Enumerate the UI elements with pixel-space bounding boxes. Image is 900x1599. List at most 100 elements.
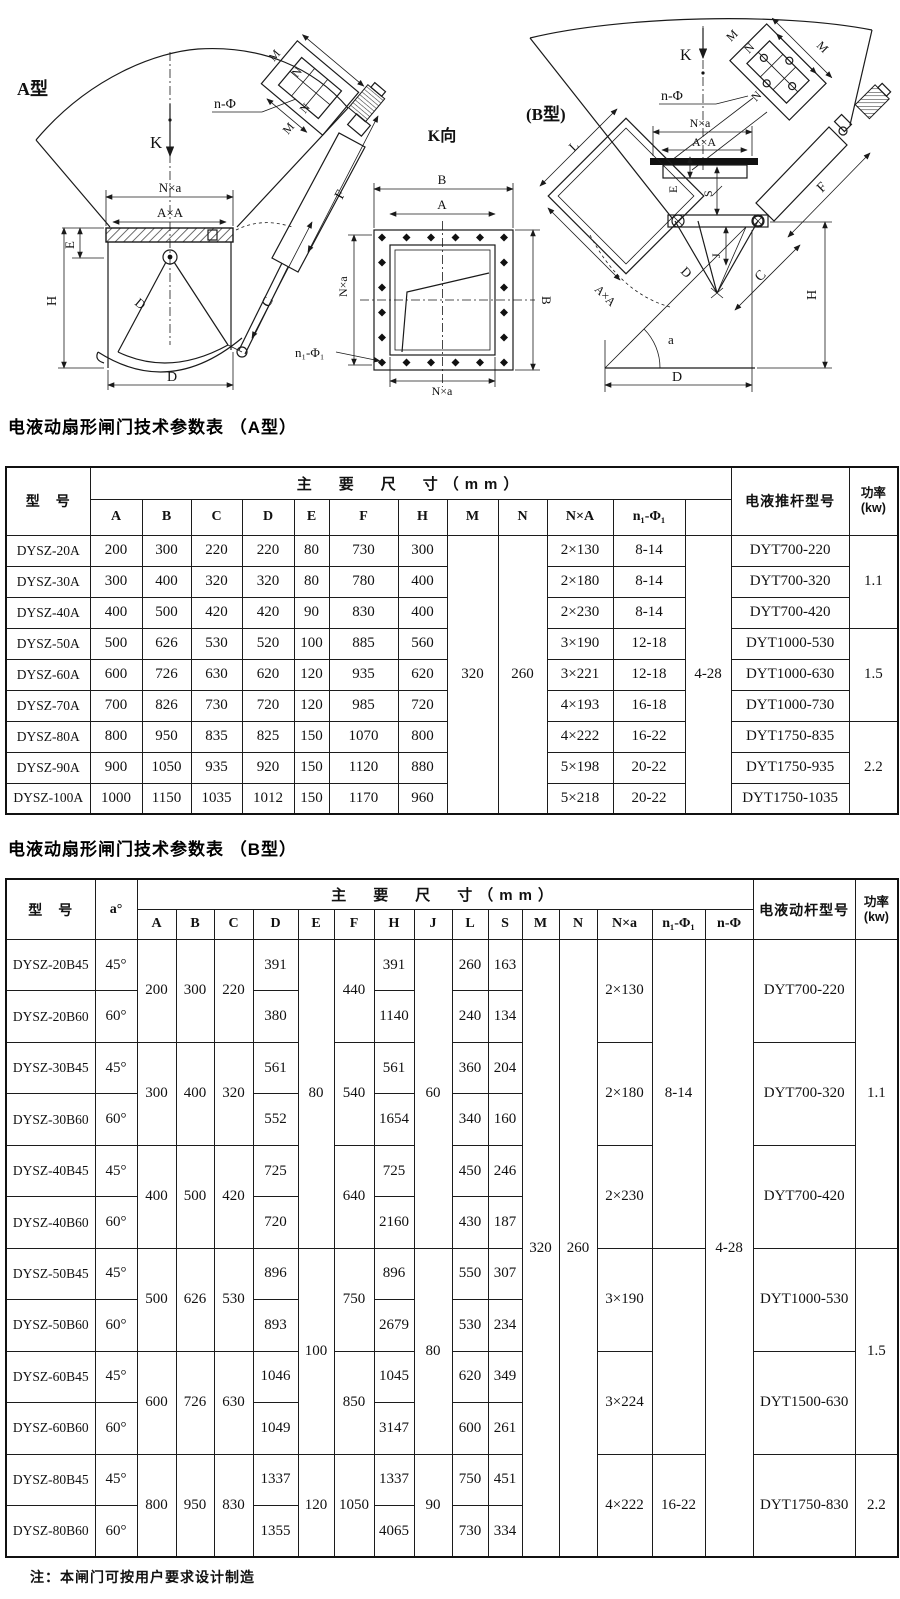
dim-cell: 451 xyxy=(487,1453,523,1507)
dim-cell: 220 xyxy=(213,939,254,1043)
dim-cell: 3×224 xyxy=(596,1350,653,1455)
col-d-header: D xyxy=(241,498,295,536)
actuator-cell: DYT1000-530 xyxy=(752,1247,856,1352)
dim-cell: 700 xyxy=(89,689,143,722)
dim-cell: 320 xyxy=(241,565,295,598)
dim-cell: 626 xyxy=(175,1247,215,1352)
power-header-line2: (kw) xyxy=(863,909,889,924)
dim-j-merged-cell: 90 xyxy=(413,1453,453,1558)
angle-cell: 60° xyxy=(94,1299,138,1352)
flange-dim-n-label: N xyxy=(748,88,764,104)
angle-and-base: a xyxy=(604,226,755,369)
dim-cell: 3×190 xyxy=(596,1247,653,1352)
dim-cell: 825 xyxy=(241,720,295,753)
dim-cell: 1654 xyxy=(373,1093,415,1146)
col-a-header: A xyxy=(136,908,177,941)
dim-cell: 1050 xyxy=(141,751,192,784)
table-row: DYSZ-80B60 60° 1355 4065 730 334 xyxy=(5,1505,898,1558)
table-row: DYSZ-40B45 45° 400 500 420 725 640 725 4… xyxy=(5,1144,898,1249)
dim-cell: 1050 xyxy=(333,1453,375,1558)
dim-b-right: B xyxy=(515,229,554,371)
dim-cell: 187 xyxy=(487,1196,523,1249)
dim-cell: 200 xyxy=(136,939,177,1043)
parameter-table-a: 型 号 主 要 尺 寸（mm） 电液推杆型号 功率 (kw) A B C D E… xyxy=(5,466,900,815)
n-phi-callout: n-Φ xyxy=(212,97,297,113)
dim-cell: 500 xyxy=(136,1247,177,1352)
dim-cell: 500 xyxy=(175,1144,215,1249)
dim-f: F xyxy=(787,152,871,238)
actuator-cell: DYT700-220 xyxy=(752,939,856,1043)
dim-cell: 880 xyxy=(397,751,448,784)
col-s-header: S xyxy=(487,908,523,941)
drive-motor xyxy=(347,81,387,123)
col-power-header: 功率 (kw) xyxy=(848,466,899,536)
angle-cell: 45° xyxy=(94,1144,138,1198)
dim-cell: 720 xyxy=(397,689,448,722)
col-a-header: A xyxy=(89,498,143,536)
dim-cell: 20-22 xyxy=(612,751,686,784)
dim-n1phi-merged-cell: 8-14 xyxy=(651,939,706,1249)
n-phi-label: n-Φ xyxy=(661,89,683,104)
dim-d: D xyxy=(604,230,753,392)
actuator-cell: DYT1750-830 xyxy=(752,1453,856,1558)
dim-cell: 726 xyxy=(175,1350,215,1455)
col-m-header: M xyxy=(446,498,499,536)
dim-cell: 730 xyxy=(451,1505,489,1558)
dim-axa-label: A×A xyxy=(157,205,184,220)
dim-cell: 20-22 xyxy=(612,782,686,815)
dim-cell: 985 xyxy=(328,689,399,722)
model-cell: DYSZ-80B45 xyxy=(5,1453,96,1507)
dim-axa-tilt: A×A xyxy=(547,207,621,309)
model-cell: DYSZ-70A xyxy=(5,689,91,722)
actuator-cell: DYT1500-630 xyxy=(752,1350,856,1455)
table-row: DYSZ-50B60 60° 893 2679 530 234 xyxy=(5,1299,898,1352)
leaf-radius-label: D xyxy=(132,295,149,313)
dim-c-label: C xyxy=(752,268,769,285)
dim-cell: 16-22 xyxy=(612,720,686,753)
model-cell: DYSZ-50B45 xyxy=(5,1247,96,1301)
drawing-k-view: K向 B A N×a xyxy=(295,126,554,398)
dim-cell: 630 xyxy=(213,1350,254,1455)
dim-d-label: D xyxy=(672,370,682,385)
dim-a-label: A xyxy=(437,197,447,212)
dim-e-label: E xyxy=(666,186,680,193)
col-f-header: F xyxy=(333,908,375,941)
col-n-header: N xyxy=(558,908,598,941)
dim-cell: 620 xyxy=(397,658,448,691)
dim-axa: A×A xyxy=(661,135,748,153)
table-row: DYSZ-80A 800 950 835 825 150 1070 800 4×… xyxy=(5,720,899,815)
dim-cell: 800 xyxy=(136,1453,177,1558)
power-header-line2: (kw) xyxy=(860,501,886,516)
dim-cell: 530 xyxy=(213,1247,254,1352)
dim-cell: 561 xyxy=(252,1041,299,1095)
table-row: DYSZ-20B60 60° 380 1140 240 134 xyxy=(5,990,898,1043)
n1-phi1-label: n₁-Φ₁ xyxy=(295,345,324,360)
footer-note: 注：本闸门可按用户要求设计制造 xyxy=(30,1569,255,1585)
dim-cell: 520 xyxy=(241,627,295,660)
dim-cell: 885 xyxy=(328,627,399,660)
table-row: DYSZ-20A 200 300 220 220 80 730 300 320 … xyxy=(5,534,899,815)
dim-cell: 8-14 xyxy=(612,534,686,567)
dim-b-top: B xyxy=(373,172,514,228)
model-cell: DYSZ-30A xyxy=(5,565,91,598)
table-row: DYSZ-90A 900 1050 935 920 150 1120 880 5… xyxy=(5,751,898,784)
col-c-header: C xyxy=(190,498,243,536)
dim-s: S xyxy=(701,166,723,216)
dim-h: H xyxy=(757,221,832,369)
col-e-header: E xyxy=(293,498,330,536)
actuator-cell: DYT700-320 xyxy=(730,565,850,598)
dim-j: J xyxy=(709,226,729,266)
col-actuator-header: 电液动杆型号 xyxy=(752,878,856,941)
drawing-a-title: A型 xyxy=(17,78,48,99)
actuator-cell: DYT700-220 xyxy=(730,534,850,567)
dim-cell: 896 xyxy=(252,1247,299,1301)
table-row: DYSZ-40A 400 500 420 420 90 830 400 2×23… xyxy=(5,596,898,629)
col-actuator-header: 电液推杆型号 xyxy=(730,466,850,536)
dim-cell: 920 xyxy=(241,751,295,784)
dim-m-merged-cell: 320 xyxy=(446,534,499,815)
parameter-table-b: 型 号 a° 主 要 尺 寸（mm） 电液动杆型号 功率 (kw) A B C … xyxy=(5,878,900,1558)
dim-cell: 12-18 xyxy=(612,627,686,660)
dim-cell: 800 xyxy=(397,720,448,753)
table-row: DYSZ-80B45 45° 800 950 830 1337 120 1050… xyxy=(5,1453,899,1558)
dim-cell: 1120 xyxy=(328,751,399,784)
